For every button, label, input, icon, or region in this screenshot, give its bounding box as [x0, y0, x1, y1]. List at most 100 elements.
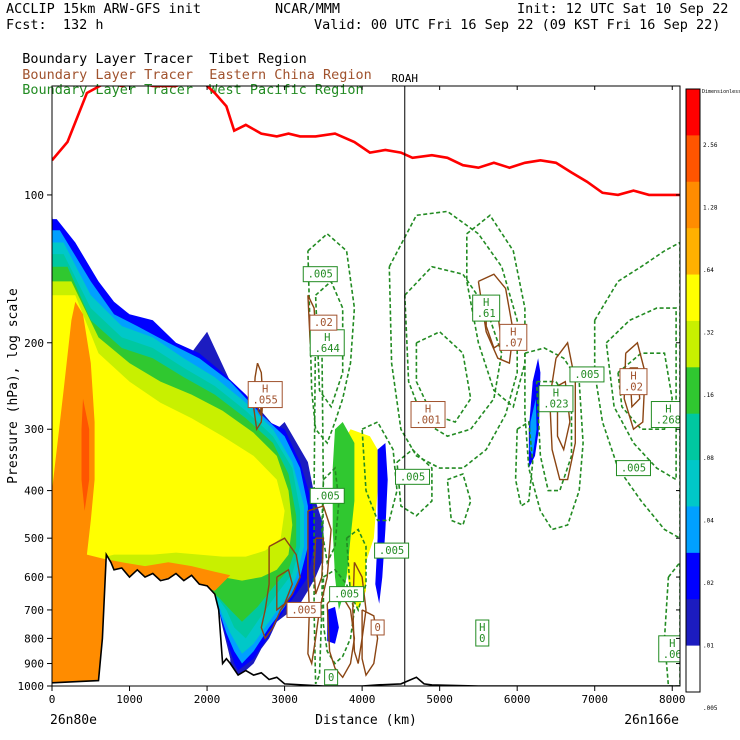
- colorbar-swatch: [686, 645, 700, 693]
- annotation-box: [615, 460, 651, 477]
- east-china-contour-6: [623, 341, 646, 431]
- west-pacific-contour-11: [361, 420, 398, 522]
- colorbar-swatch: [686, 274, 700, 322]
- colorbar-swatch: [686, 413, 700, 461]
- legend-prefix: Boundary Layer Tracer: [22, 51, 193, 67]
- west-pacific-contour-15: [322, 568, 356, 665]
- east-china-contour-14: [361, 609, 379, 677]
- annotation-value: .005: [291, 604, 316, 616]
- contour-annotation-18: H0: [475, 619, 490, 647]
- east-china-contour-4: [548, 341, 576, 481]
- terrain-line: [52, 551, 680, 686]
- annotation-value: .268: [656, 415, 681, 427]
- annotation-box: [619, 368, 648, 396]
- colorbar-label: .64: [703, 267, 714, 274]
- valid-time: Valid: 00 UTC Fri 16 Sep 22 (09 KST Fri …: [314, 17, 721, 33]
- x-axis-label: Distance (km): [315, 713, 417, 728]
- annotation-value: .61: [477, 308, 496, 320]
- y-tick-label: 800: [24, 632, 44, 645]
- tropopause-line: [52, 86, 680, 197]
- colorbar-label: .005: [703, 705, 718, 712]
- annotation-kind: H: [553, 388, 559, 400]
- west-pacific-contour-6: [524, 347, 584, 531]
- x-tick-label: 4000: [349, 693, 376, 706]
- annotation-value: .005: [400, 471, 425, 483]
- east-china-contour-9: [276, 568, 294, 612]
- contour-annotation-12: .005: [615, 460, 651, 477]
- right-endpoint-label: 26n166e: [624, 713, 679, 728]
- annotation-value: .023: [543, 399, 568, 411]
- annotation-box: [410, 401, 446, 429]
- colorbar-swatch: [686, 552, 700, 600]
- left-endpoint-label: 26n80e: [50, 713, 97, 728]
- contour-annotation-17: 0: [370, 619, 385, 636]
- y-tick-label: 100: [24, 189, 44, 202]
- annotation-box: [538, 385, 574, 413]
- annotation-kind: H: [479, 622, 485, 634]
- tibet-shading-patch-2: [332, 422, 355, 610]
- y-axis-label: Pressure (hPa), log scale: [6, 288, 21, 484]
- annotation-box: [329, 586, 365, 603]
- west-pacific-contour-2: [388, 210, 519, 469]
- tibet-shading-level-7: [52, 295, 285, 683]
- contour-annotation-13: .005: [309, 487, 345, 504]
- annotation-box: [309, 329, 345, 357]
- colorbar-swatch: [686, 506, 700, 554]
- colorbar-label: .02: [703, 580, 714, 587]
- contour-annotation-5: .005: [395, 468, 431, 485]
- annotation-value: .001: [415, 415, 440, 427]
- contour-annotation-19: H.06: [658, 635, 680, 663]
- west-pacific-contour-4: [415, 330, 472, 423]
- annotation-value: .005: [334, 589, 359, 601]
- legend-entry-tibet: Boundary Layer Tracer Tibet Region: [6, 35, 307, 67]
- annotation-box: [286, 601, 322, 618]
- annotation-value: .005: [574, 369, 599, 381]
- west-pacific-contour-9: [605, 307, 677, 482]
- west-pacific-contour-16: [345, 528, 367, 613]
- colorbar-swatch: [686, 89, 700, 136]
- annotation-box: [374, 542, 410, 559]
- y-tick-label: 300: [24, 423, 44, 436]
- annotation-value: 0: [374, 622, 380, 634]
- west-pacific-contour-7: [535, 380, 573, 492]
- y-tick-label: 200: [24, 337, 44, 350]
- annotation-box: [247, 381, 283, 409]
- annotation-value: .005: [308, 269, 333, 281]
- tibet-shading-level-8: [52, 301, 231, 683]
- colorbar-label: .08: [703, 455, 714, 462]
- annotation-box: [650, 401, 680, 429]
- west-pacific-contour-12: [396, 448, 433, 517]
- terrain-fill: [52, 554, 680, 686]
- colorbar-label: 1.28: [703, 205, 718, 212]
- tibet-shading-level-9: [81, 398, 90, 511]
- west-pacific-contour-14: [320, 466, 340, 565]
- x-tick-label: 3000: [271, 693, 298, 706]
- contour-annotation-1: H.644: [309, 329, 345, 357]
- x-tick-label: 0: [49, 693, 56, 706]
- annotation-kind: H: [262, 384, 268, 396]
- west-pacific-contour-17: [663, 561, 680, 686]
- west-pacific-contour-10: [617, 352, 674, 431]
- colorbar: Dimensionless 2.56 1.28 .64 .32 .16 .08 .04 .02.…: [685, 88, 740, 712]
- west-pacific-contour-8: [593, 241, 680, 540]
- annotation-value: .644: [315, 343, 340, 355]
- annotation-value: .02: [314, 317, 333, 329]
- contour-annotation-9: H.023: [538, 385, 574, 413]
- contour-annotation-15: .005: [286, 601, 322, 618]
- annotation-value: .005: [315, 490, 340, 502]
- contour-annotation-20: 0: [324, 669, 339, 686]
- colorbar-swatch: [686, 367, 700, 415]
- colorbar-label: .01: [703, 642, 714, 649]
- east-china-contour-11: [313, 537, 325, 595]
- annotation-kind: H: [425, 404, 431, 416]
- annotation-kind: H: [630, 371, 636, 383]
- contour-annotation-11: H.268: [650, 401, 681, 429]
- annotation-value: 0: [328, 672, 334, 684]
- east-china-contour-10: [307, 505, 332, 667]
- annotation-box: [569, 366, 605, 383]
- contour-annotation-0: H.055: [247, 381, 283, 409]
- annotation-box: [658, 635, 680, 663]
- colorbar-swatch: [686, 599, 700, 647]
- annotation-value: .005: [621, 463, 646, 475]
